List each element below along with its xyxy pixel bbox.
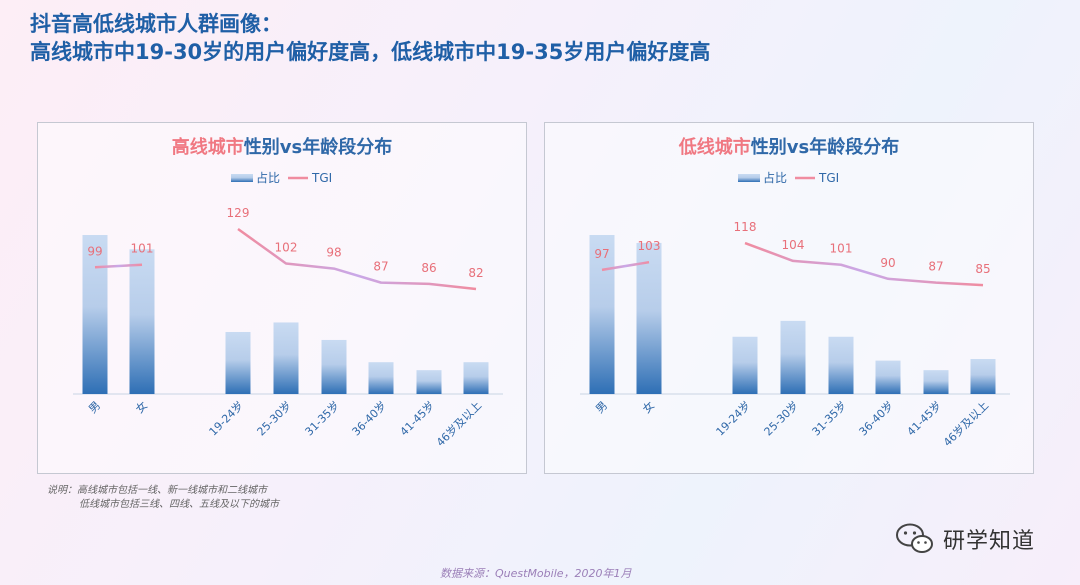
legend-bar-swatch — [738, 174, 760, 182]
tgi-label-2: 118 — [734, 220, 757, 234]
legend: 占比 TGI — [738, 170, 839, 185]
tgi-label-4: 101 — [830, 242, 853, 256]
category-label-5: 36-40岁 — [856, 398, 896, 438]
category-label-3: 25-30岁 — [254, 398, 294, 438]
bar-4 — [321, 339, 347, 394]
tgi-label-0: 97 — [594, 247, 609, 261]
bar-0 — [589, 235, 615, 394]
wechat-icon — [896, 523, 933, 553]
chart-high-tier: 占比 TGI 99 101 129 102 98 87 86 82 男 女 19-24岁 25-30岁 31… — [73, 170, 503, 449]
legend-bar-label: 占比 — [256, 170, 280, 185]
page-title: 抖音高低线城市人群画像： 高线城市中19-30岁的用户偏好度高，低线城市中19-… — [30, 10, 1050, 66]
tgi-label-7: 82 — [468, 266, 483, 280]
category-label-4: 31-35岁 — [809, 398, 849, 438]
tgi-label-0: 99 — [87, 244, 102, 258]
chart-title-highlight: 高线城市 — [171, 137, 244, 158]
bar-3 — [780, 320, 806, 394]
bar-2 — [732, 336, 758, 394]
category-label-7: 46岁及以上 — [433, 398, 484, 449]
category-label-1: 女 — [639, 398, 657, 416]
data-source: 数据来源：QuestMobile，2020年1月 — [440, 567, 632, 580]
chart-title-rest: 性别vs年龄段分布 — [750, 137, 900, 158]
tgi-line-gender — [94, 263, 143, 269]
legend-line-label: TGI — [311, 171, 332, 185]
tgi-line-age — [237, 227, 477, 291]
tgi-label-5: 87 — [373, 260, 388, 274]
brand-name: 研学知道 — [943, 529, 1036, 554]
category-label-0: 男 — [86, 399, 103, 416]
legend: 占比 TGI — [231, 170, 332, 185]
legend-bar-label: 占比 — [763, 170, 787, 185]
tgi-label-3: 102 — [275, 240, 298, 254]
category-label-5: 36-40岁 — [349, 398, 389, 438]
footnote: 说明：高线城市包括一线、新一线城市和二线城市 低线城市包括三线、四线、五线及以下… — [47, 484, 279, 512]
tgi-line-gender — [601, 260, 650, 272]
tgi-label-4: 98 — [326, 246, 341, 260]
bar-3 — [273, 322, 299, 394]
category-label-2: 19-24岁 — [713, 398, 753, 438]
chart-title-high-tier: 高线城市性别vs年龄段分布 — [38, 133, 526, 159]
bar-6 — [416, 370, 442, 394]
title-line-2: 高线城市中19-30岁的用户偏好度高，低线城市中19-35岁用户偏好度高 — [30, 40, 711, 64]
bar-5 — [875, 360, 901, 394]
tgi-label-1: 103 — [638, 239, 661, 253]
brand-watermark: 研学知道 — [895, 522, 1035, 556]
category-label-3: 25-30岁 — [761, 398, 801, 438]
tgi-label-1: 101 — [131, 242, 154, 256]
category-label-6: 41-45岁 — [904, 398, 944, 438]
tgi-label-3: 104 — [782, 238, 805, 252]
chart-title-highlight: 低线城市 — [678, 137, 751, 158]
legend-bar-swatch — [231, 174, 253, 182]
category-label-1: 女 — [132, 398, 150, 416]
bar-0 — [82, 235, 108, 394]
title-line-1: 抖音高低线城市人群画像： — [30, 12, 282, 36]
legend-line-label: TGI — [818, 171, 839, 185]
bar-7 — [463, 362, 489, 394]
tgi-label-6: 86 — [421, 261, 436, 275]
bar-4 — [828, 336, 854, 394]
bar-6 — [923, 370, 949, 394]
category-label-6: 41-45岁 — [397, 398, 437, 438]
bar-5 — [368, 362, 394, 394]
tgi-label-2: 129 — [227, 206, 250, 220]
chart-panel-low-tier: 低线城市性别vs年龄段分布 占比 TGI 97 103 118 104 101 90 87 85 男… — [544, 122, 1034, 474]
footnote-line-1: 说明：高线城市包括一线、新一线城市和二线城市 — [47, 485, 267, 496]
tgi-label-5: 90 — [880, 256, 895, 270]
bar-1 — [129, 249, 155, 394]
category-label-0: 男 — [593, 399, 610, 416]
bar-7 — [970, 359, 996, 394]
category-label-4: 31-35岁 — [302, 398, 342, 438]
bar-2 — [225, 331, 251, 394]
tgi-line-age — [744, 241, 984, 287]
category-label-2: 19-24岁 — [206, 398, 246, 438]
footnote-line-2: 低线城市包括三线、四线、五线及以下的城市 — [79, 499, 279, 510]
chart-title-low-tier: 低线城市性别vs年龄段分布 — [545, 133, 1033, 159]
chart-panel-high-tier: 高线城市性别vs年龄段分布 占比 TGI 99 101 129 102 98 87 86 82 男 女… — [37, 122, 527, 474]
bar-1 — [636, 242, 662, 394]
tgi-label-6: 87 — [928, 260, 943, 274]
category-label-7: 46岁及以上 — [940, 398, 991, 449]
chart-low-tier: 占比 TGI97103118104 10190 87 85男女 19-24岁 25-30岁 3… — [580, 170, 1010, 449]
tgi-label-7: 85 — [975, 262, 990, 276]
chart-title-rest: 性别vs年龄段分布 — [243, 137, 393, 158]
